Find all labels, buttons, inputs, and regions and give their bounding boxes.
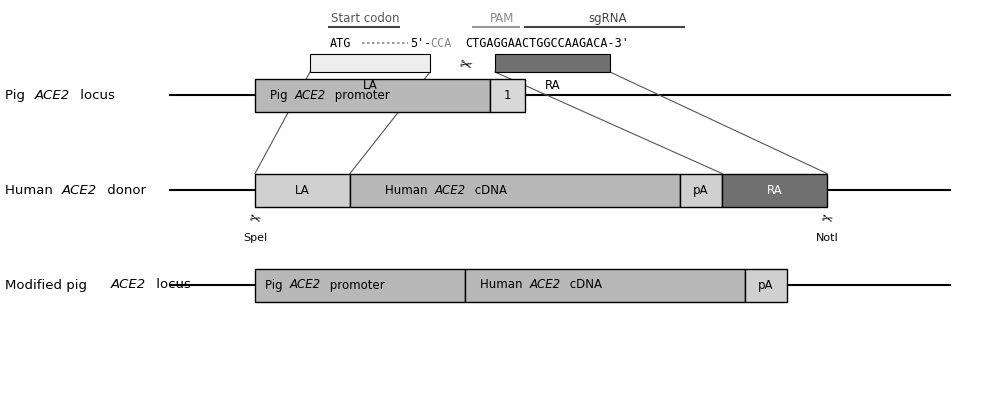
Bar (255, 173, 350, 207)
Text: LA: LA (363, 79, 377, 92)
Text: ACE2: ACE2 (62, 184, 97, 196)
Text: ACE2: ACE2 (111, 278, 146, 292)
Text: LA: LA (295, 184, 310, 196)
Text: Pig: Pig (270, 88, 291, 102)
Bar (255, 79, 490, 111)
Bar (255, 269, 465, 301)
Text: Start codon: Start codon (331, 12, 399, 25)
Text: ACE2: ACE2 (530, 278, 561, 292)
Text: sgRNA: sgRNA (589, 12, 627, 25)
Text: Human: Human (480, 278, 526, 292)
Text: ✂: ✂ (820, 211, 834, 228)
Bar (310, 54, 430, 72)
Text: pA: pA (693, 184, 709, 196)
Text: Modified pig: Modified pig (5, 278, 91, 292)
Bar (722, 173, 827, 207)
Text: RA: RA (767, 184, 782, 196)
Bar (680, 173, 722, 207)
Text: ACE2: ACE2 (295, 88, 326, 102)
Text: cDNA: cDNA (566, 278, 602, 292)
Text: RA: RA (545, 79, 560, 92)
Text: locus: locus (76, 88, 115, 102)
Bar (745, 269, 787, 301)
Text: 5'-: 5'- (410, 36, 431, 49)
Text: ✂: ✂ (457, 56, 473, 74)
Text: PAM: PAM (490, 12, 514, 25)
Bar (350, 173, 680, 207)
Bar (465, 269, 745, 301)
Text: ✂: ✂ (248, 211, 262, 228)
Text: 1: 1 (504, 88, 511, 102)
Text: ACE2: ACE2 (435, 184, 466, 196)
Bar (495, 54, 610, 72)
Text: ATG: ATG (329, 36, 351, 49)
Text: promoter: promoter (326, 278, 385, 292)
Text: cDNA: cDNA (471, 184, 507, 196)
Text: SpeI: SpeI (243, 233, 267, 243)
Text: promoter: promoter (331, 88, 390, 102)
Text: ACE2: ACE2 (290, 278, 321, 292)
Text: pA: pA (758, 278, 774, 292)
Text: Human: Human (385, 184, 431, 196)
Bar (490, 79, 525, 111)
Text: Human: Human (5, 184, 57, 196)
Text: Pig: Pig (5, 88, 29, 102)
Text: locus: locus (152, 278, 191, 292)
Text: Pig: Pig (265, 278, 286, 292)
Text: ACE2: ACE2 (35, 88, 70, 102)
Text: CCA: CCA (430, 36, 451, 49)
Text: CTGAGGAACTGGCCAAGACA-3': CTGAGGAACTGGCCAAGACA-3' (465, 36, 629, 49)
Text: NotI: NotI (816, 233, 838, 243)
Text: donor: donor (103, 184, 146, 196)
